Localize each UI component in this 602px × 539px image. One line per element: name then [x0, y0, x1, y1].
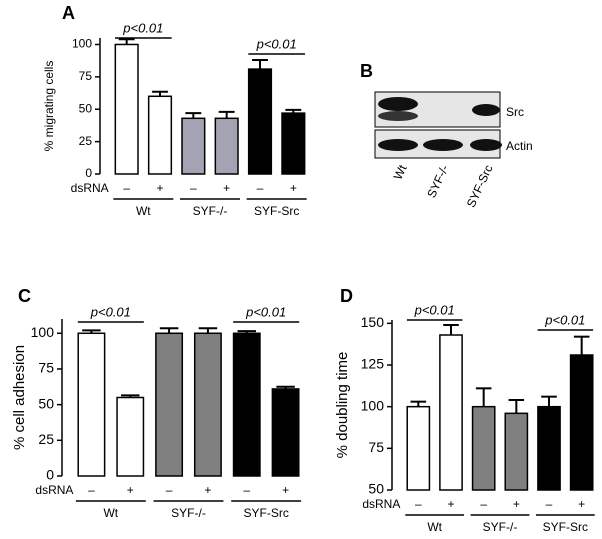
lane-label: Wt [391, 162, 410, 182]
x-tick-label: – [88, 483, 95, 497]
x-tick-label: + [282, 483, 289, 497]
y-tick-label: 100 [361, 397, 385, 413]
y-tick-label: 75 [368, 439, 384, 455]
x-tick-label: – [546, 497, 553, 511]
y-tick-label: 50 [368, 481, 384, 497]
y-tick-label: 0 [85, 166, 92, 180]
y-axis-label: % doubling time [334, 352, 351, 459]
bar [504, 412, 529, 491]
x-axis-label: dsRNA [35, 483, 73, 497]
x-tick-label: – [415, 497, 422, 511]
panel-letter: D [340, 286, 353, 306]
band-label: Actin [506, 139, 533, 153]
x-tick-label: + [204, 483, 211, 497]
x-tick-label: – [190, 181, 197, 195]
y-axis-label: % migrating cells [42, 61, 56, 152]
y-tick-label: 25 [79, 134, 93, 148]
x-tick-label: – [243, 483, 250, 497]
group-label: SYF-/- [483, 520, 518, 534]
bar [116, 396, 145, 477]
bar [471, 405, 496, 491]
bar [537, 405, 561, 491]
significance-label: p<0.01 [245, 304, 286, 319]
bar [406, 405, 431, 491]
x-axis-label: dsRNA [71, 181, 109, 195]
x-tick-label: + [578, 497, 585, 511]
bar [232, 332, 261, 477]
y-tick-label: 50 [79, 101, 93, 115]
x-tick-label: + [127, 483, 134, 497]
bar [114, 43, 139, 175]
bar [247, 68, 273, 175]
group-label: SYF-/- [193, 204, 228, 218]
y-tick-label: 75 [38, 360, 54, 376]
panel-letter: B [360, 61, 373, 81]
y-tick-label: 150 [361, 314, 385, 330]
lane-label: SYF-Src [464, 163, 496, 210]
group-label: Wt [136, 204, 151, 218]
x-tick-label: – [257, 181, 264, 195]
y-tick-label: 125 [361, 356, 385, 372]
band [378, 111, 418, 121]
x-tick-label: + [156, 181, 163, 195]
band [378, 97, 418, 111]
significance-label: p<0.01 [256, 36, 297, 51]
band [423, 139, 463, 151]
significance-label: p<0.01 [90, 304, 131, 319]
group-label: SYF-Src [543, 520, 588, 534]
band [472, 104, 500, 116]
x-tick-label: – [166, 483, 173, 497]
group-label: SYF-Src [254, 204, 299, 218]
y-tick-label: 50 [38, 395, 54, 411]
panel-letter: C [18, 286, 31, 306]
bar [181, 117, 206, 175]
bar [281, 112, 306, 175]
y-tick-label: 100 [72, 37, 92, 51]
y-axis-label: % cell adhesion [11, 345, 28, 450]
x-tick-label: + [447, 497, 454, 511]
bar [439, 334, 463, 491]
significance-label: p<0.01 [122, 20, 163, 35]
x-tick-label: – [123, 181, 130, 195]
significance-label: p<0.01 [544, 312, 585, 327]
blot-panel: B Src Actin Wt SYF-/- SYF-Src [360, 61, 533, 210]
group-label: Wt [427, 520, 442, 534]
band [378, 139, 418, 151]
x-axis-label: dsRNA [362, 497, 400, 511]
bar [77, 332, 106, 477]
bar [214, 117, 239, 175]
band-label: Src [506, 105, 524, 119]
group-label: SYF-Src [243, 506, 288, 520]
lane-label: SYF-/- [424, 163, 451, 200]
bar [147, 95, 173, 175]
x-tick-label: + [223, 181, 230, 195]
group-label: SYF-/- [171, 506, 206, 520]
group-label: Wt [103, 506, 118, 520]
y-tick-label: 75 [79, 69, 93, 83]
significance-label: p<0.01 [414, 302, 455, 317]
band [470, 139, 502, 151]
bar [569, 354, 594, 491]
x-tick-label: – [480, 497, 487, 511]
y-tick-label: 25 [38, 431, 54, 447]
x-tick-label: + [290, 181, 297, 195]
bar [271, 388, 300, 477]
panel-letter: A [62, 3, 75, 23]
y-tick-label: 100 [31, 324, 55, 340]
y-tick-label: 0 [46, 467, 54, 483]
x-tick-label: + [513, 497, 520, 511]
bar [193, 332, 222, 477]
bar [155, 332, 184, 477]
